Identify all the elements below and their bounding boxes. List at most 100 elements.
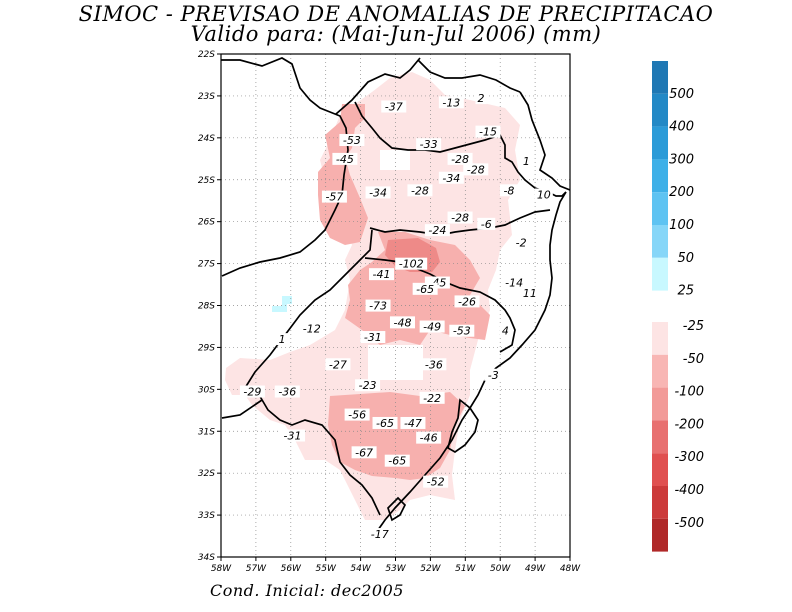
- x-tick-label: 54W: [350, 564, 371, 574]
- anomaly-label-bg: [520, 154, 532, 167]
- x-tick-label: 58W: [211, 564, 232, 574]
- lagoa-dos-patos: [447, 398, 479, 454]
- anomaly-label-bg: [438, 171, 464, 184]
- colorbar-swatch-negative: [652, 486, 668, 519]
- anomaly-label: 2: [478, 92, 485, 105]
- anomaly-label-bg: [534, 188, 553, 201]
- anomaly-label-bg: [421, 358, 447, 371]
- coastline-south: [377, 191, 567, 531]
- anomaly-label: 1: [279, 333, 286, 346]
- colorbar-swatch-negative: [652, 354, 668, 388]
- x-tick-label: 48W: [560, 564, 581, 574]
- axis-ticks: 58W 57W 56W 55W 54W 53W 52W 51W 50W 49W 48W 22S 23S 2…: [198, 50, 581, 574]
- x-tick-label: 52W: [420, 564, 441, 574]
- anomaly-label: -67: [355, 446, 373, 459]
- anomaly-label: -65: [388, 455, 406, 468]
- anomaly-label-bg: [423, 475, 449, 488]
- y-tick-label: 24S: [198, 134, 215, 144]
- anomaly-label: -45: [336, 153, 354, 166]
- map-title: SIMOC - PREVISAO DE ANOMALIAS DE PRECIPI…: [78, 2, 714, 26]
- anomaly-labels: -37 -13 2-15-53 -33-45 -28 1-28-34-34 -28 -8 10-…: [239, 92, 553, 541]
- anomaly-label-bg: [239, 385, 265, 398]
- colorbar-swatch-negative: [652, 420, 668, 454]
- anomaly-label-bg: [412, 282, 438, 295]
- anomaly-label: -27: [329, 358, 347, 371]
- anomaly-label: -13: [442, 96, 460, 109]
- anomaly-label: -53: [343, 134, 361, 147]
- x-tick-label: 57W: [246, 564, 267, 574]
- initial-condition: Cond. Inicial: dec2005: [210, 581, 404, 600]
- state-border-sp-mg: [519, 91, 570, 191]
- anomaly-label: -28: [451, 212, 469, 225]
- colorbar-label: 100: [669, 218, 694, 233]
- rio-de-la-plata-coast: [221, 399, 263, 419]
- colorbar-label: -50: [683, 352, 704, 367]
- x-tick-label: 55W: [316, 564, 337, 574]
- colorbar-label: -400: [674, 483, 704, 498]
- anomaly-label: -73: [369, 300, 387, 313]
- anomaly-label-bg: [447, 152, 473, 165]
- y-tick-label: 33S: [198, 511, 215, 521]
- shading-positive: [272, 296, 292, 312]
- y-tick-label: 28S: [198, 302, 215, 312]
- colorbar-label: -500: [674, 516, 704, 531]
- anomaly-label-bg: [339, 134, 365, 147]
- international-border-argentina-north: [335, 57, 421, 115]
- x-tick-label: 49W: [525, 564, 546, 574]
- international-border-uruguay: [244, 387, 381, 516]
- colorbar-label: -200: [674, 417, 704, 432]
- colorbar-label: 25: [677, 284, 694, 299]
- anomaly-label-bg: [367, 528, 393, 541]
- anomaly-label: -17: [371, 528, 389, 541]
- anomaly-label-bg: [360, 331, 386, 344]
- anomaly-label-bg: [424, 224, 450, 237]
- anomaly-label-bg: [477, 217, 496, 230]
- colorbar-label: 200: [669, 185, 694, 200]
- anomaly-label: -48: [393, 316, 411, 329]
- lagoa-mirim: [387, 496, 407, 522]
- anomaly-label: -28: [467, 163, 485, 176]
- anomaly-label-bg: [501, 276, 527, 289]
- x-tick-label: 51W: [455, 564, 476, 574]
- state-border-pr-sc: [369, 209, 551, 236]
- anomaly-label-bg: [449, 324, 475, 337]
- y-tick-label: 22S: [198, 50, 215, 60]
- y-tick-label: 32S: [198, 469, 215, 479]
- anomaly-label: -47: [404, 417, 422, 430]
- colorbar-label: -300: [674, 450, 704, 465]
- y-tick-label: 23S: [198, 92, 215, 102]
- anomaly-label-bg: [274, 385, 300, 398]
- anomaly-label-bg: [463, 163, 489, 176]
- colorbar-label: 300: [669, 152, 694, 167]
- anomaly-label-bg: [372, 416, 398, 429]
- anomaly-label: -8: [503, 184, 514, 197]
- anomaly-label-bg: [351, 446, 377, 459]
- colorbar-swatch-positive: [652, 257, 668, 291]
- y-tick-label: 31S: [198, 427, 215, 437]
- colorbar-swatch-positive: [652, 93, 668, 127]
- anomaly-label: -36: [425, 358, 443, 371]
- anomaly-label-bg: [369, 268, 395, 281]
- international-border-argentina-rs: [244, 229, 373, 389]
- anomaly-label: 1: [523, 155, 530, 168]
- anomaly-label: -102: [399, 258, 424, 271]
- anomaly-label: -29: [243, 386, 261, 399]
- anomaly-label-bg: [276, 333, 288, 346]
- anomaly-label: -53: [453, 325, 471, 338]
- anomaly-label: -56: [348, 409, 366, 422]
- anomaly-label-bg: [407, 184, 433, 197]
- anomaly-label-bg: [344, 408, 370, 421]
- anomaly-label: -36: [278, 386, 296, 399]
- anomaly-label-bg: [475, 92, 487, 105]
- anomaly-label: 4: [502, 325, 509, 338]
- y-tick-label: 34S: [198, 553, 215, 563]
- map-subtitle: Valido para: (Mai-Jun-Jul 2006) (mm): [190, 22, 602, 46]
- anomaly-label-bg: [419, 320, 445, 333]
- y-tick-label: 26S: [198, 218, 215, 228]
- anomaly-label-bg: [499, 324, 511, 337]
- colorbar-swatch-positive: [652, 192, 668, 225]
- y-tick-label: 25S: [198, 176, 215, 186]
- anomaly-label-bg: [419, 391, 445, 404]
- anomaly-label-bg: [400, 416, 426, 429]
- colorbar: 500 400 300 200 100 50 25 -25 -50 -100 -200 -300 -40…: [652, 61, 704, 552]
